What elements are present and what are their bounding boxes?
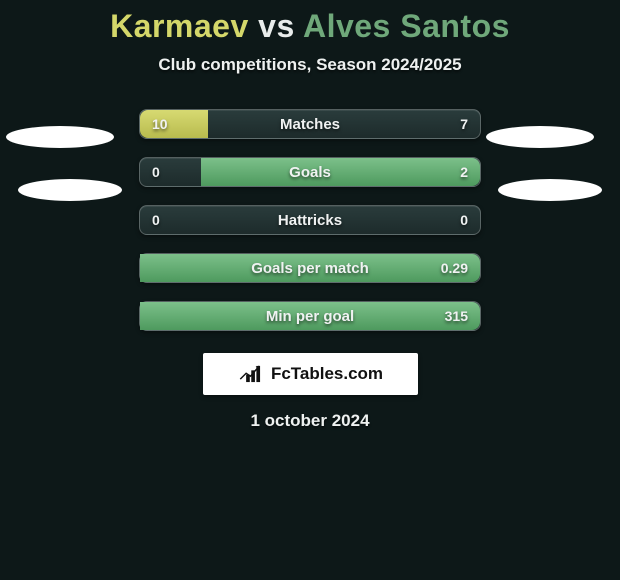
stat-value-left: 10 — [152, 110, 168, 138]
player-a-name: Karmaev — [110, 8, 249, 44]
stat-value-left: 0 — [152, 206, 160, 234]
stat-label: Goals per match — [140, 254, 480, 282]
stat-row: Goals0 2 — [139, 157, 481, 187]
comparison-card: Karmaev vs Alves Santos Club competition… — [0, 0, 620, 580]
stat-value-left: 0 — [152, 158, 160, 186]
stat-row: Matches10 7 — [139, 109, 481, 139]
vs-label: vs — [258, 8, 295, 44]
stat-label: Min per goal — [140, 302, 480, 330]
stat-label: Hattricks — [140, 206, 480, 234]
subtitle: Club competitions, Season 2024/2025 — [0, 55, 620, 75]
stat-value-right: 315 — [445, 302, 468, 330]
avatar-placeholder — [486, 126, 594, 148]
avatar-placeholder — [6, 126, 114, 148]
brand-badge: FcTables.com — [203, 353, 418, 395]
avatar-placeholder — [18, 179, 122, 201]
date-text: 1 october 2024 — [0, 411, 620, 431]
stat-row: Min per goal315 — [139, 301, 481, 331]
stat-label: Matches — [140, 110, 480, 138]
stat-row: Hattricks0 0 — [139, 205, 481, 235]
stat-value-right: 2 — [460, 158, 468, 186]
brand-text: FcTables.com — [271, 364, 383, 384]
stat-label: Goals — [140, 158, 480, 186]
player-b-name: Alves Santos — [303, 8, 510, 44]
stat-value-right: 0.29 — [441, 254, 468, 282]
stat-value-right: 7 — [460, 110, 468, 138]
avatar-placeholder — [498, 179, 602, 201]
page-title: Karmaev vs Alves Santos — [0, 0, 620, 45]
stat-row: Goals per match0.29 — [139, 253, 481, 283]
stat-value-right: 0 — [460, 206, 468, 234]
brand-chart-icon — [237, 363, 267, 385]
